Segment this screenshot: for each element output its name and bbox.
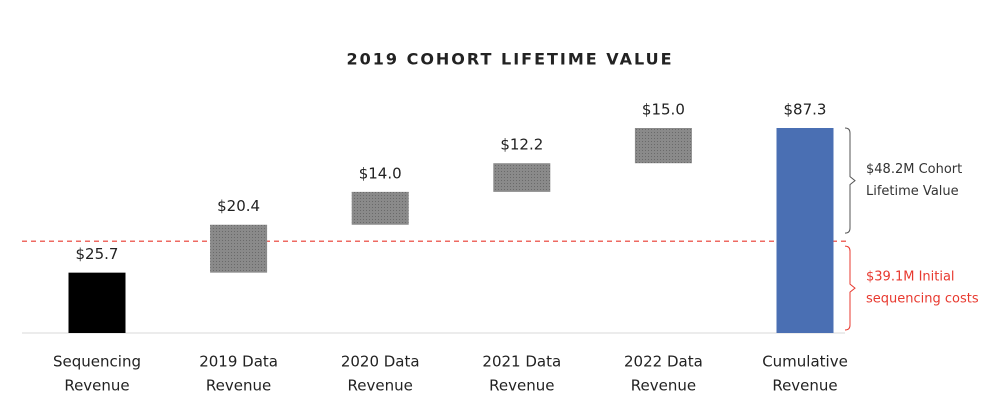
value-label: $87.3 — [784, 101, 827, 119]
bar — [210, 224, 268, 273]
x-tick-label: Sequencing — [53, 353, 141, 371]
bar — [68, 272, 126, 333]
value-label: $20.4 — [217, 197, 260, 215]
chart-title: 2019 COHORT LIFETIME VALUE — [346, 50, 673, 69]
x-tick-label: Revenue — [489, 377, 554, 395]
x-tick-label: 2021 Data — [482, 353, 561, 371]
annotation: $39.1M Initial — [866, 270, 955, 285]
x-tick-label: Revenue — [206, 377, 271, 395]
x-tick-label: 2019 Data — [199, 353, 278, 371]
x-tick-label: 2020 Data — [341, 353, 420, 371]
x-tick-label: Cumulative — [762, 353, 848, 371]
value-label: $25.7 — [76, 245, 119, 263]
annotation: Lifetime Value — [866, 184, 959, 199]
brace — [844, 127, 856, 234]
bar — [351, 191, 409, 225]
bar — [493, 163, 551, 192]
x-tick-label: Revenue — [64, 377, 129, 395]
bar — [634, 128, 692, 164]
x-tick-label: 2022 Data — [624, 353, 703, 371]
x-tick-label: Revenue — [772, 377, 837, 395]
value-label: $14.0 — [359, 164, 402, 182]
x-tick-label: Revenue — [631, 377, 696, 395]
value-label: $15.0 — [642, 101, 685, 119]
value-label: $12.2 — [500, 136, 543, 154]
annotation: $48.2M Cohort — [866, 162, 962, 177]
bar — [776, 128, 834, 333]
x-tick-label: Revenue — [348, 377, 413, 395]
annotation: sequencing costs — [866, 292, 979, 307]
brace — [844, 245, 856, 331]
